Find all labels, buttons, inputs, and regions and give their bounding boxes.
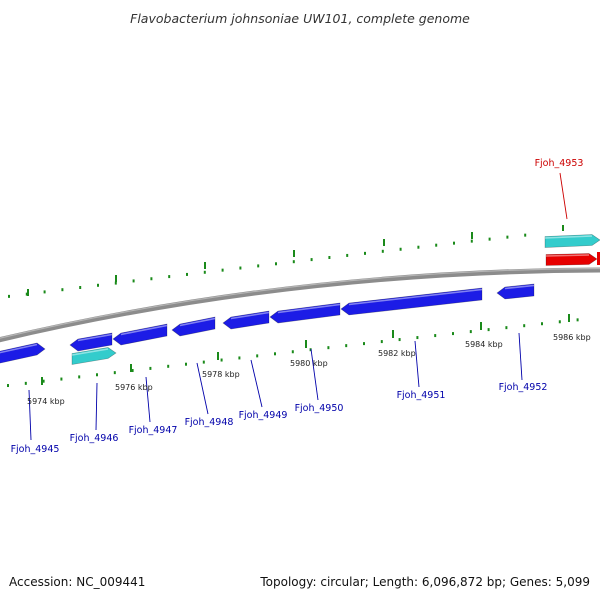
position-label: 5978 kbp <box>202 370 240 379</box>
gene-label[interactable]: Fjoh_4948 <box>185 417 234 428</box>
genome-backbone <box>0 270 600 342</box>
leader-line <box>560 173 567 219</box>
gene-label[interactable]: Fjoh_4949 <box>239 410 288 421</box>
leader-line <box>96 383 97 430</box>
genome-stats-text: Topology: circular; Length: 6,096,872 bp… <box>260 575 590 589</box>
leader-line <box>251 360 262 407</box>
gene-label[interactable]: Fjoh_4947 <box>129 425 178 436</box>
position-label: 5976 kbp <box>115 383 153 392</box>
leader-line <box>519 333 522 380</box>
gene-label[interactable]: Fjoh_4952 <box>499 382 548 393</box>
gene-features <box>0 235 600 365</box>
accession-text: Accession: NC_009441 <box>9 575 145 589</box>
position-label: 5974 kbp <box>27 397 65 406</box>
gene-label[interactable]: Fjoh_4945 <box>11 444 60 455</box>
map-title: Flavobacterium johnsoniae UW101, complet… <box>130 11 470 26</box>
position-label: 5982 kbp <box>378 349 416 358</box>
gene-Fjoh_4945[interactable] <box>0 343 45 364</box>
genome-backbone-highlight <box>0 269 600 341</box>
label-leader-lines <box>29 173 567 440</box>
gene-label[interactable]: Fjoh_4950 <box>295 403 344 414</box>
position-label: 5986 kbp <box>553 333 591 342</box>
position-label: 5984 kbp <box>465 340 503 349</box>
leader-line <box>415 341 419 387</box>
position-label: 5980 kbp <box>290 359 328 368</box>
gene-label[interactable]: Fjoh_4946 <box>70 433 119 444</box>
gene-label[interactable]: Fjoh_4951 <box>397 390 446 401</box>
gene-label[interactable]: Fjoh_4953 <box>535 158 584 169</box>
leader-line <box>311 349 318 400</box>
gene-Fjoh_4953-sheen <box>546 255 589 256</box>
